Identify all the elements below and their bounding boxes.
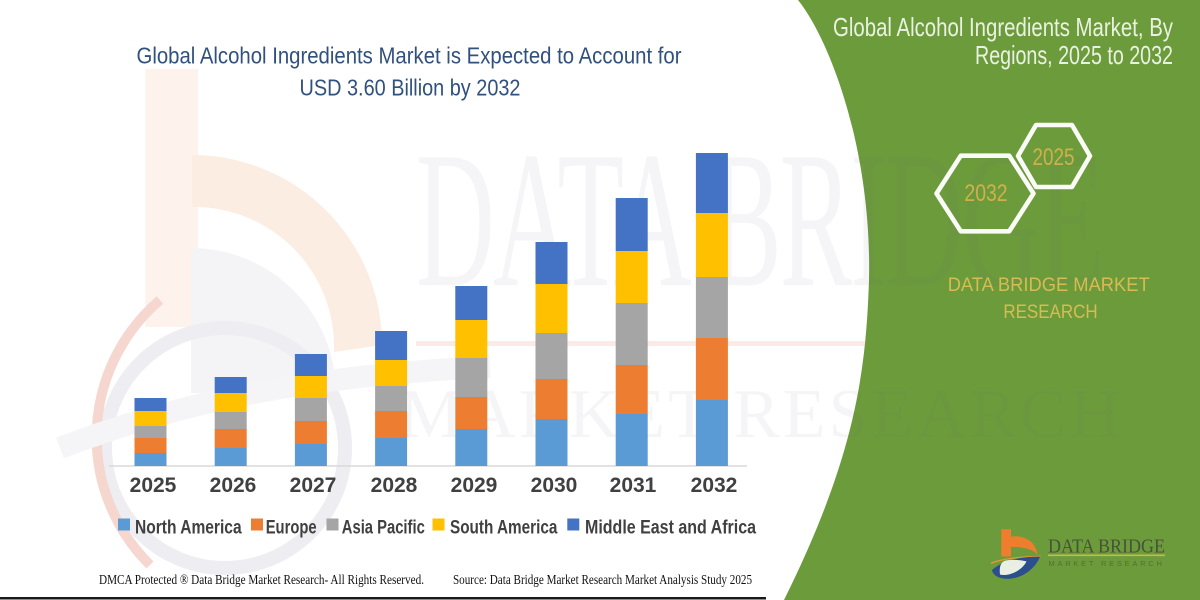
svg-text:2028: 2028 <box>371 474 418 497</box>
svg-text:2025: 2025 <box>1033 144 1075 171</box>
svg-text:2029: 2029 <box>451 474 498 497</box>
svg-text:DATA BRIDGE MARKET: DATA BRIDGE MARKET <box>948 274 1150 296</box>
svg-text:2027: 2027 <box>290 474 337 497</box>
svg-text:MARKET RESEARCH: MARKET RESEARCH <box>400 376 1120 453</box>
svg-text:RESEARCH: RESEARCH <box>1003 301 1097 323</box>
svg-text:2031: 2031 <box>610 474 657 497</box>
svg-text:2025: 2025 <box>130 474 177 497</box>
svg-text:Global Alcohol Ingredients Mar: Global Alcohol Ingredients Market, By <box>833 12 1173 42</box>
svg-text:DATA BRIDGE: DATA BRIDGE <box>416 112 1105 328</box>
svg-text:DMCA Protected ® Data Bridge M: DMCA Protected ® Data Bridge Market Rese… <box>99 573 424 588</box>
svg-text:Middle East and Africa: Middle East and Africa <box>585 518 756 539</box>
svg-text:2032: 2032 <box>964 180 1007 207</box>
svg-text:Global Alcohol Ingredients Mar: Global Alcohol Ingredients Market is Exp… <box>137 43 682 69</box>
svg-text:Asia Pacific: Asia Pacific <box>342 518 425 539</box>
svg-text:DATA BRIDGE: DATA BRIDGE <box>1048 536 1165 558</box>
svg-text:USD 3.60 Billion by 2032: USD 3.60 Billion by 2032 <box>300 75 521 101</box>
svg-text:Source: Data Bridge Market Res: Source: Data Bridge Market Research Mark… <box>453 573 752 588</box>
svg-text:South America: South America <box>450 518 558 539</box>
svg-text:2026: 2026 <box>210 474 257 497</box>
svg-text:Regions, 2025 to 2032: Regions, 2025 to 2032 <box>975 40 1173 70</box>
svg-text:2030: 2030 <box>531 474 578 497</box>
svg-text:Europe: Europe <box>266 518 317 539</box>
svg-text:MARKET RESEARCH: MARKET RESEARCH <box>1049 559 1165 568</box>
svg-text:2032: 2032 <box>691 474 738 497</box>
svg-text:North America: North America <box>135 518 242 539</box>
